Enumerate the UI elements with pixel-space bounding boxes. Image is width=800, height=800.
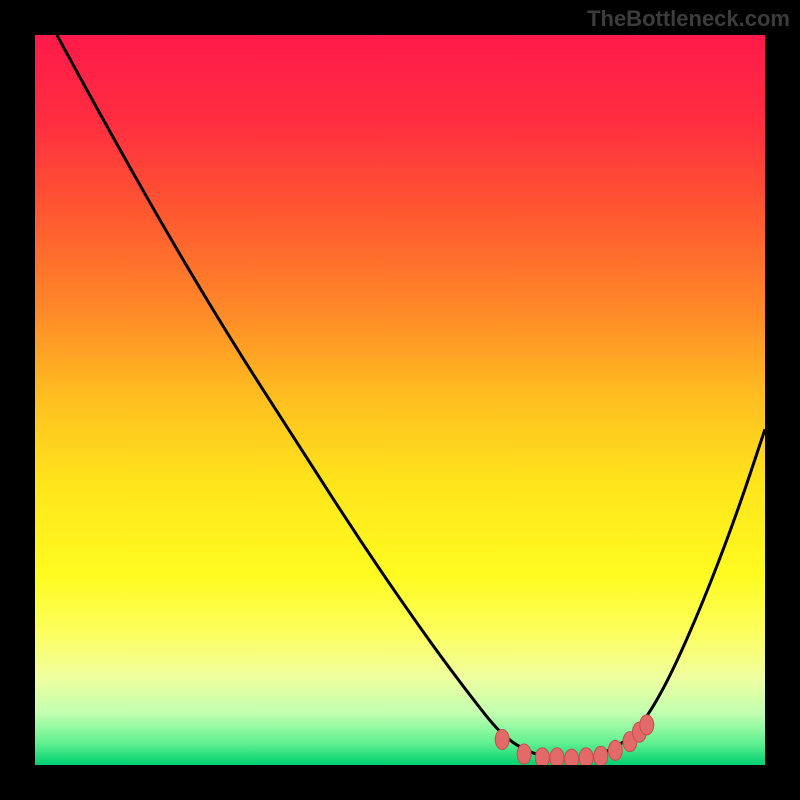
watermark-text: TheBottleneck.com <box>587 6 790 32</box>
marker-point <box>579 748 593 765</box>
marker-point <box>517 744 531 764</box>
chart-container: TheBottleneck.com <box>0 0 800 800</box>
marker-point <box>535 748 549 765</box>
marker-point <box>565 749 579 765</box>
marker-point <box>640 715 654 735</box>
marker-point <box>594 746 608 765</box>
bottleneck-chart <box>35 35 765 765</box>
marker-point <box>608 740 622 760</box>
marker-point <box>550 748 564 765</box>
plot-background <box>35 35 765 765</box>
marker-point <box>495 729 509 749</box>
